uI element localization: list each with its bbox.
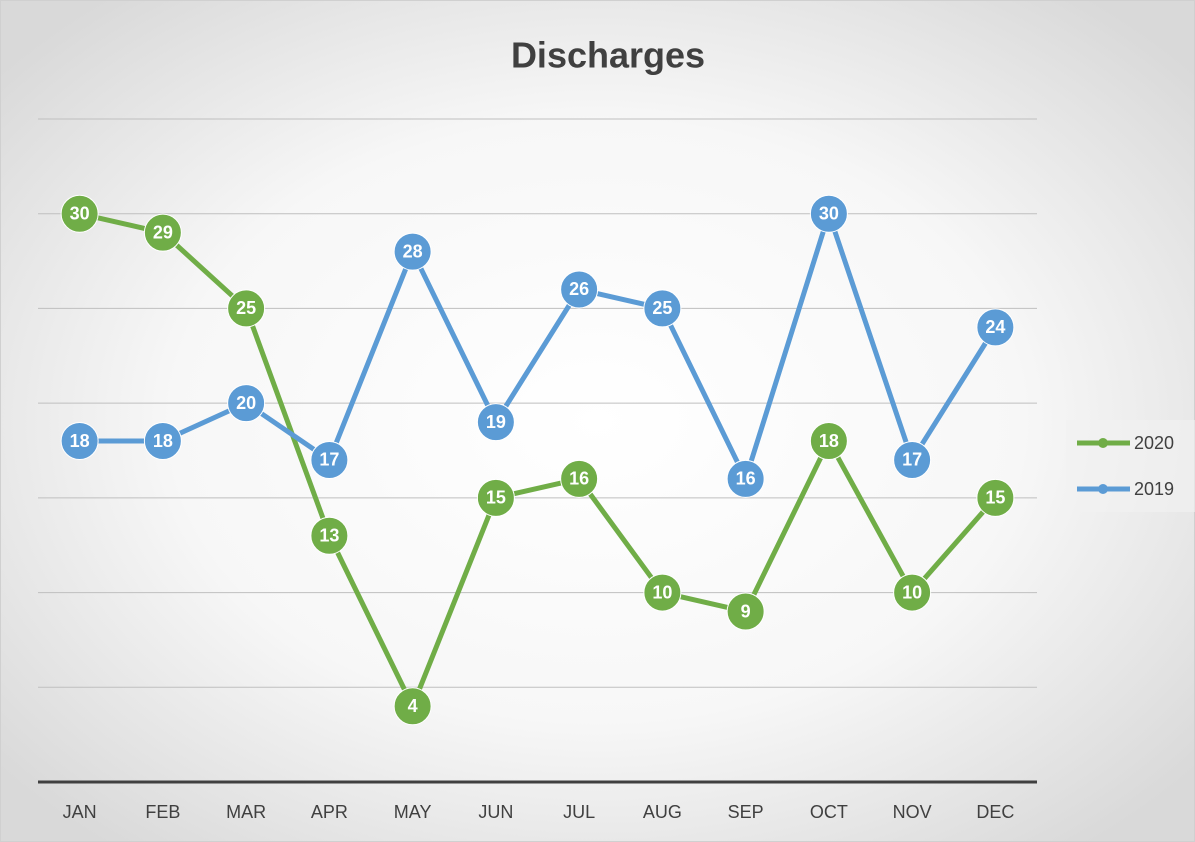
- data-point: [976, 478, 1015, 517]
- data-label: 28: [403, 241, 423, 261]
- data-point: [809, 194, 848, 233]
- data-label: 15: [985, 488, 1005, 508]
- x-tick-label: JUN: [478, 802, 513, 822]
- data-point: [560, 459, 599, 498]
- data-point: [893, 573, 932, 612]
- data-label: 9: [741, 601, 751, 621]
- data-point: [227, 384, 266, 423]
- legend-label: 2020: [1134, 433, 1174, 453]
- data-label: 18: [819, 431, 839, 451]
- data-label: 24: [985, 317, 1005, 337]
- x-tick-label: OCT: [810, 802, 848, 822]
- data-point: [60, 422, 99, 461]
- data-point: [60, 194, 99, 233]
- data-label: 19: [486, 412, 506, 432]
- data-label: 20: [236, 393, 256, 413]
- x-tick-label: SEP: [728, 802, 764, 822]
- x-tick-label: AUG: [643, 802, 682, 822]
- legend-label: 2019: [1134, 479, 1174, 499]
- data-point: [227, 289, 266, 328]
- data-label: 17: [902, 450, 922, 470]
- data-point: [310, 440, 349, 479]
- data-label: 16: [736, 469, 756, 489]
- data-point: [643, 573, 682, 612]
- data-point: [143, 213, 182, 252]
- data-label: 29: [153, 222, 173, 242]
- data-label: 13: [319, 525, 339, 545]
- data-point: [643, 289, 682, 328]
- data-label: 4: [408, 696, 418, 716]
- data-label: 25: [652, 298, 672, 318]
- data-point: [393, 687, 432, 726]
- x-tick-label: NOV: [893, 802, 932, 822]
- x-tick-label: FEB: [145, 802, 180, 822]
- data-point: [393, 232, 432, 271]
- data-label: 10: [652, 582, 672, 602]
- data-label: 26: [569, 279, 589, 299]
- legend-box: [1066, 420, 1195, 512]
- legend-swatch-marker: [1098, 438, 1108, 448]
- data-label: 18: [70, 431, 90, 451]
- data-label: 18: [153, 431, 173, 451]
- legend-swatch-marker: [1098, 484, 1108, 494]
- data-label: 25: [236, 298, 256, 318]
- data-point: [893, 440, 932, 479]
- x-tick-label: JUL: [563, 802, 595, 822]
- data-point: [310, 516, 349, 555]
- data-label: 30: [70, 203, 90, 223]
- x-tick-label: MAR: [226, 802, 266, 822]
- data-label: 15: [486, 488, 506, 508]
- x-tick-label: MAY: [394, 802, 432, 822]
- x-tick-label: APR: [311, 802, 348, 822]
- data-label: 17: [319, 450, 339, 470]
- x-tick-label: JAN: [63, 802, 97, 822]
- chart-title: Discharges: [511, 35, 705, 76]
- data-point: [143, 422, 182, 461]
- data-point: [976, 308, 1015, 347]
- data-label: 10: [902, 582, 922, 602]
- data-point: [560, 270, 599, 309]
- data-label: 16: [569, 469, 589, 489]
- data-label: 30: [819, 203, 839, 223]
- x-tick-label: DEC: [976, 802, 1014, 822]
- data-point: [726, 459, 765, 498]
- data-point: [726, 592, 765, 631]
- data-point: [476, 403, 515, 442]
- data-point: [809, 422, 848, 461]
- data-point: [476, 478, 515, 517]
